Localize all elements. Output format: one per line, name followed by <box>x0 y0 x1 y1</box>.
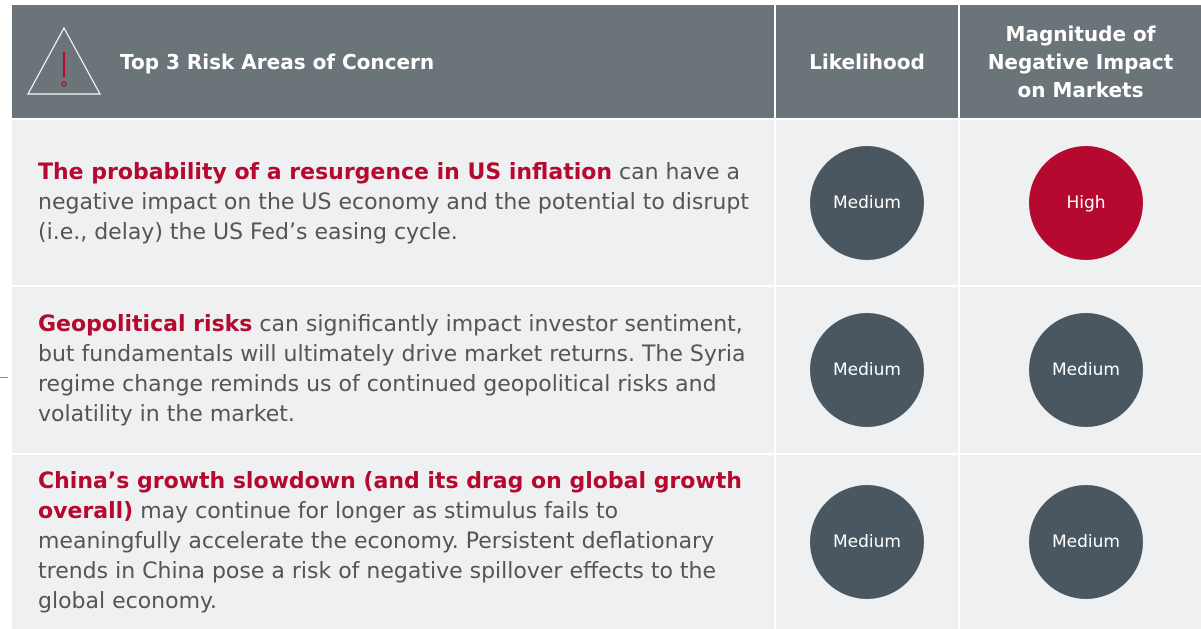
risk-description: can have a negative impact on the US eco… <box>38 159 749 245</box>
risk-description: may continue for longer as stimulus fail… <box>38 499 717 614</box>
row-bg <box>12 455 774 629</box>
likelihood-badge: Medium <box>810 145 924 260</box>
header-cell: Top 3 Risk Areas of Concern <box>12 5 774 118</box>
header-impact: Magnitude of Negative Impact on Markets <box>987 21 1174 102</box>
impact-badge: Medium <box>1029 313 1143 427</box>
row-bg <box>12 120 774 285</box>
risk-text: The probability of a resurgence in US in… <box>38 120 768 285</box>
likelihood-badge: Medium <box>810 485 924 599</box>
header-cell: Magnitude of Negative Impact on Markets <box>960 5 1201 118</box>
row-bg <box>12 287 774 453</box>
risk-text: China’s growth slowdown (and its drag on… <box>38 455 768 629</box>
risk-paragraph: China’s growth slowdown (and its drag on… <box>38 467 768 617</box>
warning-icon <box>26 26 102 95</box>
risk-paragraph: Geopolitical risks can significantly imp… <box>38 310 768 430</box>
risk-description: can significantly impact investor sentim… <box>38 312 746 427</box>
risk-text: Geopolitical risks can significantly imp… <box>38 287 768 453</box>
header-title: Top 3 Risk Areas of Concern <box>120 49 435 74</box>
risk-highlight: The probability of a resurgence in US in… <box>38 159 613 185</box>
header-cell: Likelihood <box>776 5 958 118</box>
edge-tick <box>0 377 8 378</box>
impact-badge: Medium <box>1029 485 1143 599</box>
likelihood-badge: Medium <box>810 313 924 427</box>
risk-highlight: Geopolitical risks <box>38 312 253 337</box>
header-likelihood: Likelihood <box>809 49 925 74</box>
risk-highlight: China’s growth slowdown (and its drag on… <box>38 469 742 524</box>
risk-paragraph: The probability of a resurgence in US in… <box>38 158 768 248</box>
impact-badge: High <box>1029 145 1143 260</box>
